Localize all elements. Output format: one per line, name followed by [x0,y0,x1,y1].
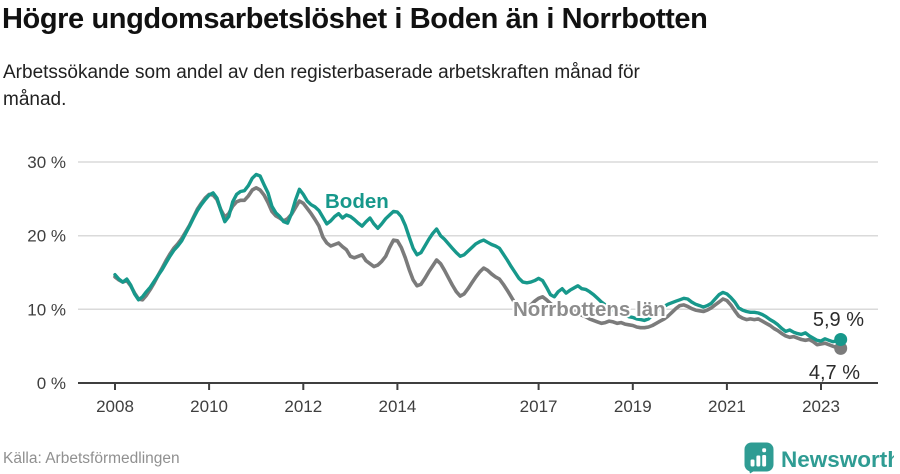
newsworthy-logo: Newsworthy [744,440,894,474]
x-tick-label: 2008 [96,397,134,416]
y-tick-label: 10 % [27,300,66,319]
y-tick-label: 0 % [37,374,66,393]
end-dot-boden [834,333,848,346]
gridlines [78,161,878,311]
series-lines [113,172,843,351]
y-axis-labels: 30 % 20 % 10 % 0 % [27,153,66,393]
x-tick-label: 2017 [520,397,558,416]
newsworthy-badge-icon [744,442,774,474]
series-label: Boden [325,190,389,213]
x-axis: 2008 2010 2012 2014 2017 2019 2021 2023 [78,382,878,416]
x-tick-label: 2014 [378,397,416,416]
x-tick-label: 2023 [802,397,840,416]
series-label: Norrbottens län [513,298,666,321]
x-tick-label: 2010 [190,397,228,416]
newsworthy-wordmark: Newsworthy [781,447,894,472]
source-credit: Källa: Arbetsförmedlingen [3,450,180,467]
page-title: Högre ungdomsarbetslöshet i Boden än i N… [2,3,708,35]
chart-annotations: Boden Norrbottens län 5,9 % 4,7 % [323,188,864,384]
x-tick-label: 2012 [284,397,322,416]
y-tick-label: 20 % [27,227,66,246]
end-value-label: 5,9 % [813,309,864,331]
x-tick-label: 2021 [708,397,746,416]
series-line-boden [113,172,843,344]
chart-subtitle: Arbetssökande som andel av den registerb… [3,62,640,110]
series-end-dots [834,333,848,355]
y-tick-label: 30 % [27,153,66,172]
end-value-label: 4,7 % [809,362,860,384]
x-tick-label: 2019 [614,397,652,416]
newsworthy-logo-graphic: Newsworthy [744,442,894,474]
series-line-norrbottens-l-n [113,186,843,351]
end-dot-norrbottens-l-n [834,341,848,355]
